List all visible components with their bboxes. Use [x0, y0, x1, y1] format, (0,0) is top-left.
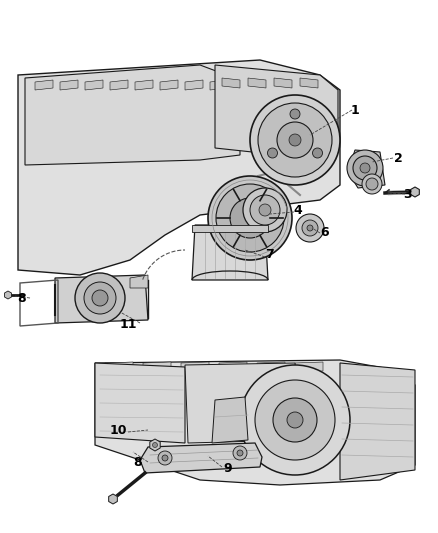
Text: 11: 11 — [119, 319, 137, 332]
Polygon shape — [257, 362, 285, 372]
Circle shape — [237, 450, 243, 456]
Circle shape — [230, 198, 270, 238]
Polygon shape — [348, 150, 385, 188]
Text: 1: 1 — [351, 103, 359, 117]
Polygon shape — [295, 362, 323, 372]
Polygon shape — [185, 80, 203, 90]
Polygon shape — [110, 80, 128, 90]
Text: 2: 2 — [394, 151, 403, 165]
Circle shape — [152, 442, 158, 448]
Circle shape — [158, 451, 172, 465]
Polygon shape — [181, 362, 209, 372]
Polygon shape — [219, 362, 247, 372]
Text: 7: 7 — [265, 248, 274, 262]
Polygon shape — [150, 439, 160, 451]
Polygon shape — [60, 80, 78, 90]
Polygon shape — [274, 78, 292, 88]
Circle shape — [360, 163, 370, 173]
Circle shape — [287, 412, 303, 428]
Polygon shape — [35, 80, 53, 90]
Polygon shape — [143, 362, 171, 372]
Circle shape — [92, 290, 108, 306]
Circle shape — [289, 134, 301, 146]
Circle shape — [84, 282, 116, 314]
Polygon shape — [192, 225, 268, 232]
Circle shape — [216, 184, 284, 252]
Circle shape — [353, 156, 377, 180]
Polygon shape — [215, 65, 338, 155]
Polygon shape — [411, 187, 419, 197]
Text: 8: 8 — [18, 292, 26, 304]
Circle shape — [362, 174, 382, 194]
Polygon shape — [248, 78, 266, 88]
Polygon shape — [18, 60, 340, 275]
Polygon shape — [140, 443, 262, 473]
Polygon shape — [130, 275, 148, 288]
Polygon shape — [25, 65, 240, 165]
Circle shape — [290, 109, 300, 119]
Polygon shape — [210, 80, 228, 90]
Circle shape — [366, 178, 378, 190]
Circle shape — [259, 204, 271, 216]
Circle shape — [307, 225, 313, 231]
Circle shape — [277, 122, 313, 158]
Polygon shape — [185, 363, 298, 443]
Text: 4: 4 — [293, 204, 302, 216]
Text: 9: 9 — [224, 462, 232, 474]
Circle shape — [75, 273, 125, 323]
Circle shape — [273, 398, 317, 442]
Text: 6: 6 — [321, 225, 329, 238]
Circle shape — [296, 214, 324, 242]
Polygon shape — [192, 225, 268, 280]
Circle shape — [255, 380, 335, 460]
Circle shape — [313, 148, 322, 158]
Text: 8: 8 — [134, 456, 142, 469]
Polygon shape — [212, 397, 248, 443]
Circle shape — [302, 220, 318, 236]
Polygon shape — [109, 494, 117, 504]
Circle shape — [347, 150, 383, 186]
Circle shape — [162, 455, 168, 461]
Polygon shape — [222, 78, 240, 88]
Polygon shape — [105, 362, 133, 372]
Polygon shape — [135, 80, 153, 90]
Polygon shape — [55, 275, 148, 323]
Text: 10: 10 — [109, 424, 127, 437]
Polygon shape — [340, 363, 415, 480]
Circle shape — [258, 103, 332, 177]
Polygon shape — [95, 363, 185, 443]
Text: 3: 3 — [404, 189, 412, 201]
Polygon shape — [95, 360, 415, 485]
Polygon shape — [4, 291, 11, 299]
Circle shape — [250, 195, 280, 225]
Circle shape — [268, 148, 278, 158]
Circle shape — [208, 176, 292, 260]
Circle shape — [233, 446, 247, 460]
Polygon shape — [160, 80, 178, 90]
Circle shape — [243, 188, 287, 232]
Circle shape — [250, 95, 340, 185]
Polygon shape — [85, 80, 103, 90]
Circle shape — [240, 365, 350, 475]
Polygon shape — [300, 78, 318, 88]
